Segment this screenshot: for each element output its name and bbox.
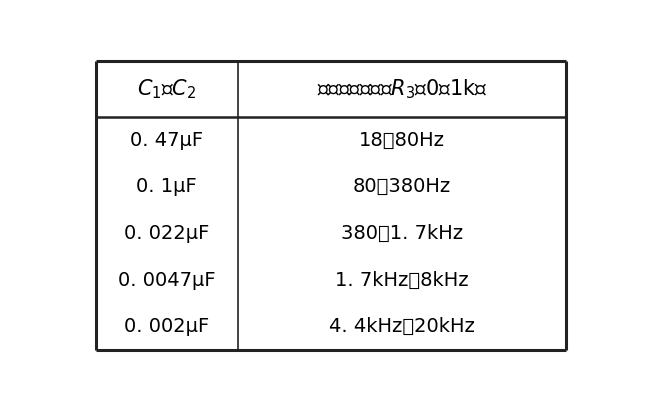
Text: 0. 1μF: 0. 1μF [137, 177, 197, 196]
Text: $\mathit{C}_1$、$\mathit{C}_2$: $\mathit{C}_1$、$\mathit{C}_2$ [137, 77, 197, 101]
Text: 1. 7kHz～8kHz: 1. 7kHz～8kHz [335, 271, 469, 290]
Text: 0. 0047μF: 0. 0047μF [118, 271, 215, 290]
Text: 18～80Hz: 18～80Hz [359, 131, 445, 150]
Text: 80～380Hz: 80～380Hz [353, 177, 451, 196]
Text: 4. 4kHz～20kHz: 4. 4kHz～20kHz [329, 318, 475, 337]
Text: 0. 002μF: 0. 002μF [124, 318, 210, 337]
Text: 振荡频率范围（$\mathit{R}_3$：0～1k）: 振荡频率范围（$\mathit{R}_3$：0～1k） [317, 77, 487, 101]
Text: 380～1. 7kHz: 380～1. 7kHz [341, 224, 463, 243]
Text: 0. 47μF: 0. 47μF [130, 131, 203, 150]
Text: 0. 022μF: 0. 022μF [124, 224, 210, 243]
